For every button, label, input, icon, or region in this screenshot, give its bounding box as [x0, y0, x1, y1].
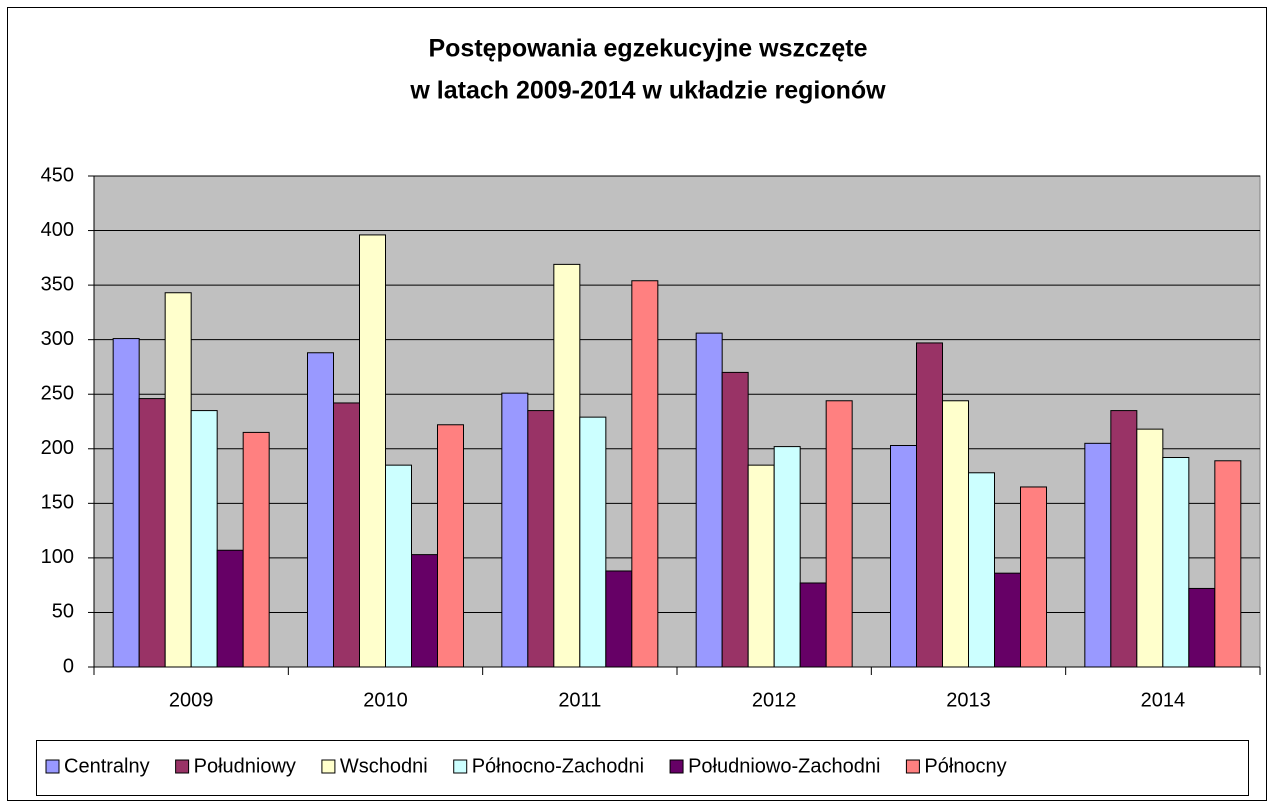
chart-title: Postępowania egzekucyjne wszczęte	[428, 35, 867, 63]
bar	[994, 572, 1021, 668]
legend-swatch	[45, 759, 60, 774]
legend-label: Wschodni	[340, 755, 428, 777]
bar	[411, 554, 438, 668]
legend-swatch	[669, 759, 684, 774]
x-tick-label: 2010	[363, 689, 408, 711]
bar	[112, 338, 140, 668]
bar	[1162, 457, 1190, 668]
bar	[164, 292, 192, 668]
y-tick-label: 100	[41, 546, 74, 568]
bar	[333, 402, 360, 668]
legend-label: Centralny	[64, 755, 150, 777]
bar	[579, 416, 607, 668]
legend-swatch	[175, 759, 190, 774]
y-tick-label: 150	[41, 492, 74, 514]
bar	[799, 582, 827, 668]
y-tick-label: 400	[41, 219, 74, 241]
legend-label: Północno-Zachodni	[472, 755, 644, 777]
bar	[825, 400, 853, 668]
legend-swatch	[905, 759, 920, 774]
bar	[190, 410, 218, 668]
bar	[695, 332, 723, 668]
bar	[501, 392, 529, 668]
bar	[527, 410, 555, 668]
plot-area	[93, 175, 1261, 668]
bar	[890, 445, 917, 668]
bar	[1136, 428, 1164, 668]
y-tick-label: 450	[41, 164, 74, 186]
x-tick-label: 2013	[946, 689, 991, 711]
bar	[1020, 486, 1047, 668]
legend-swatch	[321, 759, 336, 774]
bar	[359, 234, 386, 668]
bar	[1110, 410, 1138, 668]
bar	[138, 398, 166, 668]
bar	[773, 446, 801, 668]
bar	[553, 263, 581, 668]
y-tick-label: 200	[41, 437, 74, 459]
x-tick-label: 2012	[752, 689, 797, 711]
bar	[242, 431, 270, 668]
chart-title: w latach 2009-2014 w układzie regionów	[409, 77, 886, 105]
bar	[721, 371, 749, 668]
x-tick-label: 2011	[558, 689, 601, 711]
y-tick-label: 250	[41, 383, 74, 405]
legend-label: Północny	[924, 755, 1006, 777]
legend-label: Południowo-Zachodni	[688, 755, 880, 777]
bar	[1084, 442, 1112, 668]
bar	[605, 570, 633, 668]
y-tick-label: 350	[41, 273, 74, 295]
y-tick-label: 300	[41, 328, 74, 350]
y-tick-label: 50	[52, 601, 74, 623]
bar	[437, 424, 464, 668]
bar	[916, 342, 943, 668]
legend-label: Południowy	[194, 755, 296, 777]
legend	[36, 740, 1249, 796]
bar	[385, 464, 412, 668]
legend-swatch	[453, 759, 468, 774]
bar	[307, 352, 334, 668]
x-tick-label: 2014	[1141, 689, 1186, 711]
x-tick-label: 2009	[169, 689, 214, 711]
bar	[747, 464, 775, 668]
bar	[1188, 587, 1216, 668]
bar	[968, 472, 995, 668]
bar	[942, 400, 969, 668]
bar	[631, 280, 659, 668]
bar	[216, 549, 244, 668]
y-tick-label: 0	[63, 655, 74, 677]
bar	[1214, 460, 1242, 668]
